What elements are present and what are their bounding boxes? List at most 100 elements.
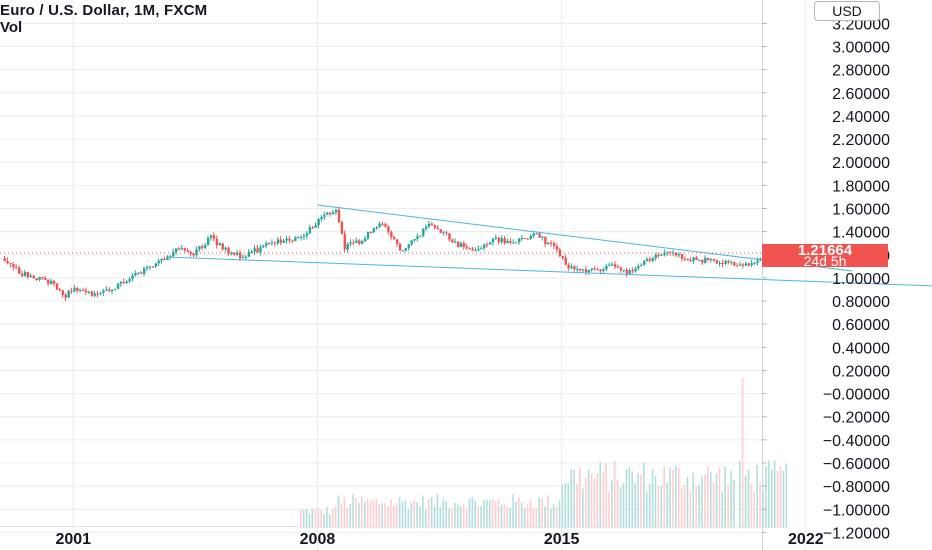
volume-bar — [584, 477, 587, 528]
candle-body — [497, 237, 501, 242]
volume-bar — [689, 490, 692, 528]
candle-body — [50, 280, 53, 284]
candle-body — [291, 240, 294, 242]
bar-countdown: 24d 5h — [803, 253, 847, 269]
legend-volume-label[interactable]: Vol — [0, 19, 23, 36]
candle-body — [503, 238, 506, 244]
candle-body — [666, 251, 669, 253]
candle-body — [163, 258, 166, 261]
candle-body — [273, 242, 277, 244]
candle-body — [320, 216, 323, 220]
candle-body — [189, 251, 192, 254]
volume-bar — [358, 503, 360, 528]
volume-bar — [488, 499, 491, 528]
volume-bar — [645, 492, 648, 528]
candle-body — [488, 242, 492, 245]
volume-bar — [503, 504, 506, 528]
candle-body — [584, 269, 588, 273]
volume-bar — [416, 502, 418, 528]
price-tick-label: 1.80000 — [832, 178, 890, 195]
price-tick-label: 0.20000 — [832, 363, 890, 380]
candle-body — [451, 239, 454, 243]
candle-body — [590, 268, 594, 270]
candle-body — [430, 223, 434, 226]
candle-body — [314, 225, 317, 228]
candle-body — [404, 248, 408, 251]
candle-body — [709, 259, 713, 261]
volume-bar — [573, 470, 575, 528]
candle-body — [456, 241, 460, 247]
time-axis[interactable]: 2001 2008 2015 2022 — [55, 531, 823, 548]
candle-body — [695, 257, 698, 261]
volume-bar — [384, 503, 386, 528]
volume-bar — [625, 469, 628, 528]
volume-bar — [454, 502, 456, 528]
candle-body — [640, 264, 643, 267]
candle-body — [311, 227, 315, 229]
candle-body — [372, 228, 376, 233]
candle-body — [425, 226, 428, 229]
volume-bar — [459, 506, 462, 528]
candle-body — [378, 223, 381, 228]
candle-body — [93, 293, 97, 296]
candle-body — [122, 281, 126, 284]
candle-body — [393, 237, 396, 240]
volume-bar — [532, 508, 535, 528]
trendline-lower[interactable] — [169, 256, 932, 287]
candle-body — [724, 260, 727, 264]
volume-bar — [311, 508, 314, 528]
candle-body — [70, 290, 73, 292]
volume-bar — [704, 474, 706, 528]
candle-body — [302, 235, 306, 237]
candle-body — [500, 238, 503, 242]
volume-bar — [628, 467, 631, 528]
candle-body — [581, 269, 585, 271]
time-tick-label: 2022 — [788, 531, 824, 548]
candle-body — [413, 238, 416, 241]
volume-bar — [300, 509, 302, 528]
volume-bar — [361, 496, 363, 528]
candle-body — [215, 238, 219, 246]
volume-bar — [581, 488, 584, 528]
volume-bar — [666, 482, 668, 528]
candle-body — [282, 240, 285, 243]
volume-bar — [552, 504, 555, 528]
candle-body — [76, 287, 79, 291]
candle-body — [657, 254, 660, 256]
volume-bar — [611, 479, 613, 528]
price-axis[interactable]: 3.200003.000002.800002.600002.400002.200… — [762, 16, 890, 542]
candle-body — [108, 289, 111, 292]
volume-bar — [448, 508, 450, 528]
candle-body — [518, 238, 521, 243]
price-tick-label: 1.00000 — [832, 271, 890, 288]
volume-bar — [442, 499, 445, 528]
volume-bar — [619, 487, 622, 528]
candle-body — [355, 240, 358, 244]
legend-symbol-title[interactable]: Euro / U.S. Dollar, 1M, FXCM — [0, 2, 208, 19]
volume-bar — [506, 506, 508, 528]
candle-body — [262, 245, 265, 248]
candle-body — [628, 270, 631, 274]
candle-body — [26, 272, 30, 278]
volume-bar — [773, 460, 776, 528]
candle-body — [317, 219, 320, 226]
candle-body — [529, 235, 533, 239]
candle-body — [349, 242, 352, 244]
volume-bar — [564, 482, 567, 528]
candle-body — [410, 240, 413, 245]
volume-bar — [640, 474, 642, 528]
candle-body — [297, 237, 300, 239]
currency-button[interactable]: USD — [814, 1, 880, 21]
volume-bar — [779, 466, 782, 528]
candle-body — [727, 260, 730, 263]
volume-bar — [407, 509, 410, 528]
candle-body — [326, 212, 329, 215]
volume-bar — [698, 484, 700, 528]
candle-body — [744, 263, 748, 266]
candle-body — [172, 251, 175, 257]
candle-body — [47, 279, 50, 284]
candle-body — [3, 258, 6, 261]
volume-bar — [538, 497, 540, 528]
